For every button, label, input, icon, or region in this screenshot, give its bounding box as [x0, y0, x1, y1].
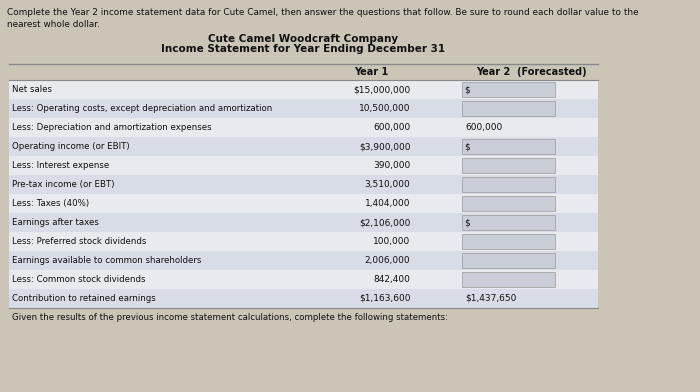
Bar: [8, 270, 598, 289]
Text: $: $: [465, 142, 470, 151]
Text: 600,000: 600,000: [373, 123, 410, 132]
Bar: [8, 118, 598, 137]
Text: 100,000: 100,000: [373, 237, 410, 246]
Bar: [8, 232, 598, 251]
Text: 600,000: 600,000: [466, 123, 503, 132]
Bar: [462, 196, 555, 211]
Bar: [8, 194, 598, 213]
Text: Operating income (or EBIT): Operating income (or EBIT): [12, 142, 130, 151]
Text: Cute Camel Woodcraft Company: Cute Camel Woodcraft Company: [208, 34, 398, 44]
Bar: [8, 80, 598, 99]
Bar: [8, 137, 598, 156]
Bar: [8, 251, 598, 270]
Text: Year 2  (Forecasted): Year 2 (Forecasted): [476, 67, 587, 77]
Bar: [462, 215, 555, 230]
Text: $2,106,000: $2,106,000: [359, 218, 410, 227]
Text: Net sales: Net sales: [12, 85, 52, 94]
Bar: [462, 272, 555, 287]
Text: Contribution to retained earnings: Contribution to retained earnings: [12, 294, 156, 303]
Text: Less: Taxes (40%): Less: Taxes (40%): [12, 199, 89, 208]
Text: Complete the Year 2 income statement data for Cute Camel, then answer the questi: Complete the Year 2 income statement dat…: [7, 8, 638, 17]
Text: Less: Common stock dividends: Less: Common stock dividends: [12, 275, 146, 284]
Text: Less: Operating costs, except depreciation and amortization: Less: Operating costs, except depreciati…: [12, 104, 272, 113]
Bar: [8, 156, 598, 175]
Bar: [8, 175, 598, 194]
Bar: [462, 253, 555, 268]
Text: Less: Preferred stock dividends: Less: Preferred stock dividends: [12, 237, 146, 246]
Bar: [462, 82, 555, 97]
Text: Earnings after taxes: Earnings after taxes: [12, 218, 99, 227]
Text: 1,404,000: 1,404,000: [365, 199, 410, 208]
Bar: [8, 213, 598, 232]
Text: Earnings available to common shareholders: Earnings available to common shareholder…: [12, 256, 202, 265]
Text: $15,000,000: $15,000,000: [353, 85, 410, 94]
Text: Income Statement for Year Ending December 31: Income Statement for Year Ending Decembe…: [161, 44, 445, 54]
Text: nearest whole dollar.: nearest whole dollar.: [7, 20, 99, 29]
Text: $: $: [465, 85, 470, 94]
Bar: [462, 139, 555, 154]
Text: 3,510,000: 3,510,000: [365, 180, 410, 189]
Bar: [462, 101, 555, 116]
Text: Less: Interest expense: Less: Interest expense: [12, 161, 109, 170]
Bar: [462, 158, 555, 173]
Text: Less: Depreciation and amortization expenses: Less: Depreciation and amortization expe…: [12, 123, 211, 132]
Bar: [462, 177, 555, 192]
Text: $3,900,000: $3,900,000: [359, 142, 410, 151]
Bar: [462, 234, 555, 249]
Bar: [8, 99, 598, 118]
Bar: [8, 289, 598, 308]
Text: $1,163,600: $1,163,600: [359, 294, 410, 303]
Text: 10,500,000: 10,500,000: [359, 104, 410, 113]
Text: 390,000: 390,000: [373, 161, 410, 170]
Text: Given the results of the previous income statement calculations, complete the fo: Given the results of the previous income…: [12, 313, 448, 322]
Text: 842,400: 842,400: [373, 275, 410, 284]
Text: $1,437,650: $1,437,650: [466, 294, 517, 303]
Text: Year 1: Year 1: [354, 67, 388, 77]
Text: $: $: [465, 218, 470, 227]
Text: 2,006,000: 2,006,000: [365, 256, 410, 265]
Text: Pre-tax income (or EBT): Pre-tax income (or EBT): [12, 180, 115, 189]
